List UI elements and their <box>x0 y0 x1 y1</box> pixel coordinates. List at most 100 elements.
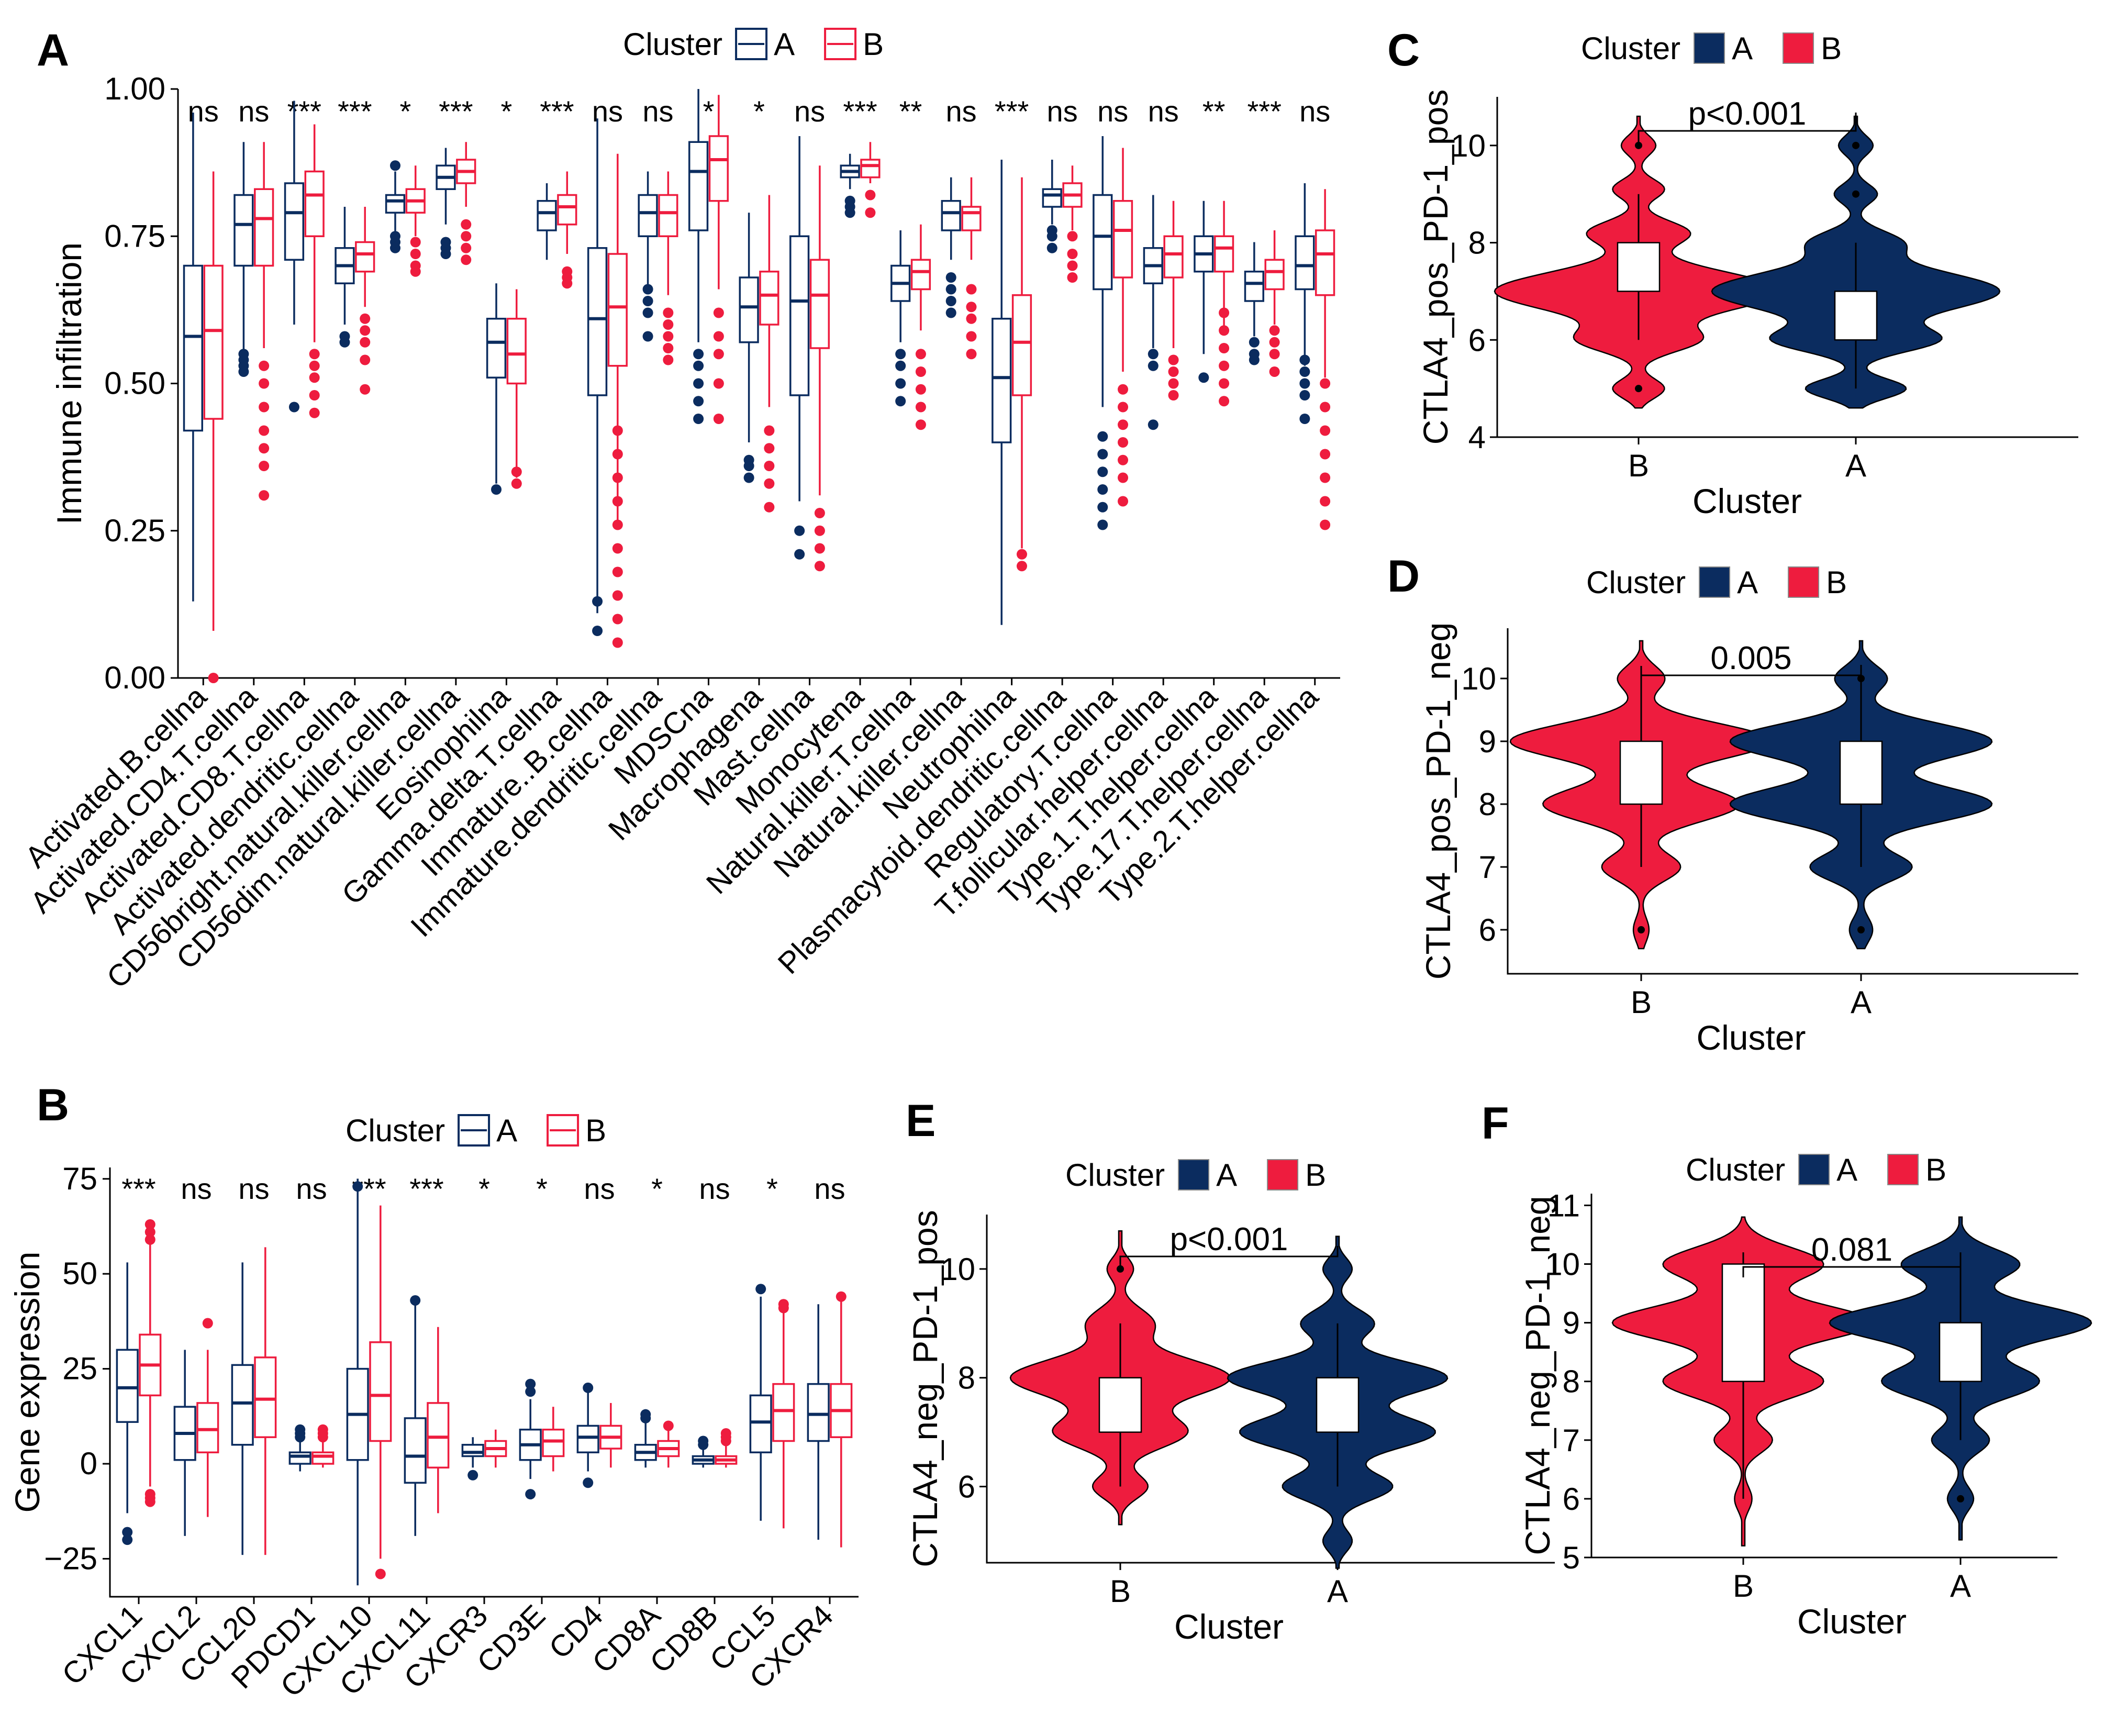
box-b <box>355 207 375 395</box>
legend-label-a: A <box>1732 31 1753 66</box>
significance-label: ns <box>238 95 269 128</box>
panel-label: F <box>1482 1098 1509 1149</box>
box-a <box>231 1262 254 1555</box>
legend-title: Cluster <box>1065 1158 1165 1193</box>
iqr-box <box>427 1402 450 1469</box>
x-tick-label: CD8B <box>643 1598 725 1679</box>
y-tick-label: 8 <box>1563 1364 1580 1399</box>
box-b <box>1163 201 1184 400</box>
outlier-point <box>202 1318 213 1329</box>
p-value-annotation: p<0.001 <box>1119 1221 1339 1267</box>
iqr-box <box>607 253 628 367</box>
box-b <box>607 153 628 648</box>
panel-label: E <box>906 1096 935 1146</box>
iqr-box <box>116 1349 139 1423</box>
iqr-box <box>941 200 961 231</box>
outlier-point <box>259 461 270 471</box>
outlier-point <box>1219 360 1230 371</box>
box-a <box>284 101 305 413</box>
comparison-bracket <box>1742 1256 1962 1277</box>
legend-key-b <box>1788 566 1820 598</box>
iqr-box <box>1244 271 1264 302</box>
outlier-point <box>410 237 421 248</box>
outlier-point <box>259 490 270 501</box>
panel-B: B Cluster A B −25 0 25 50 75 Gene expressionCXCL1… <box>8 1080 859 1704</box>
outlier-point <box>1016 549 1027 560</box>
outlier-point <box>259 360 270 371</box>
violin-a: A <box>1729 640 1993 1020</box>
outlier-point <box>1168 366 1179 377</box>
significance-label: ns <box>642 95 673 128</box>
box-a <box>288 1424 311 1472</box>
outlier-point <box>720 1428 731 1439</box>
iqr-box <box>759 271 779 326</box>
p-value-label: 0.005 <box>1710 640 1791 676</box>
y-tick-label: 6 <box>1479 912 1496 948</box>
outlier-point <box>1320 402 1331 413</box>
legend-label-b: B <box>1821 31 1842 66</box>
y-ticks: 6 7 8 9 10 <box>1461 661 1508 948</box>
box-a <box>739 213 759 483</box>
outlier-point <box>764 461 775 471</box>
y-tick-label: 0.00 <box>104 660 165 695</box>
outlier-point <box>895 360 906 371</box>
significance-label: *** <box>995 95 1029 128</box>
outlier-point <box>1299 378 1310 389</box>
legend: Cluster A B <box>1686 1152 1946 1187</box>
outlier-point <box>713 349 724 360</box>
iqr-box <box>860 159 881 179</box>
outlier-point <box>1320 449 1331 460</box>
box-a <box>461 1437 484 1481</box>
outlier-point <box>966 284 977 295</box>
y-tick-label: 6 <box>1563 1482 1580 1517</box>
box-b <box>860 142 881 218</box>
x-tick-label: B <box>1733 1568 1754 1604</box>
category-CXCL1: CXCL1*** <box>55 1172 162 1692</box>
y-ticks: 4 6 8 10 <box>1451 128 1497 455</box>
legend-key-b <box>824 28 857 60</box>
y-tick-label: 0.50 <box>104 366 165 401</box>
iqr-box <box>576 1425 599 1453</box>
outlier-point <box>1118 454 1129 465</box>
outlier-point <box>360 384 371 395</box>
box-a <box>183 113 204 602</box>
box-iqr <box>1619 740 1663 805</box>
outlier-point <box>945 296 956 306</box>
iqr-box <box>355 241 375 273</box>
outlier-point <box>1299 354 1310 365</box>
legend-label-b: B <box>1925 1152 1946 1187</box>
box-a <box>335 207 355 348</box>
box-iqr <box>1098 1377 1142 1433</box>
significance-label: *** <box>439 95 473 128</box>
legend-key-a <box>458 1114 491 1147</box>
y-tick-label: −25 <box>44 1541 97 1576</box>
outlier-point <box>895 378 906 389</box>
iqr-box <box>658 194 678 237</box>
outlier-point <box>1118 384 1129 395</box>
iqr-box <box>809 259 830 349</box>
significance-label: ns <box>238 1172 269 1205</box>
outlier-point <box>1320 472 1331 483</box>
y-axis-title: CTLA4_pos_PD-1_pos <box>1416 90 1455 445</box>
significance-label: * <box>753 95 765 128</box>
y-tick-label: 0.25 <box>104 513 165 548</box>
outlier-point <box>612 590 623 601</box>
significance-label: *** <box>338 95 372 128</box>
violin-b: B <box>1494 115 1784 483</box>
box-b <box>708 95 729 424</box>
p-value-annotation: p<0.001 <box>1638 96 1857 144</box>
significance-label: *** <box>287 95 321 128</box>
outlier-point <box>915 366 926 377</box>
outlier-point <box>966 302 977 313</box>
iqr-box <box>542 1428 565 1457</box>
box-a <box>890 230 911 407</box>
iqr-box <box>1315 229 1335 296</box>
legend-key-b <box>547 1114 580 1147</box>
significance-label: ** <box>1202 95 1226 128</box>
box-b <box>254 1247 277 1555</box>
outlier-point <box>794 525 805 536</box>
iqr-box <box>183 264 204 432</box>
box-iqr <box>1721 1263 1765 1382</box>
